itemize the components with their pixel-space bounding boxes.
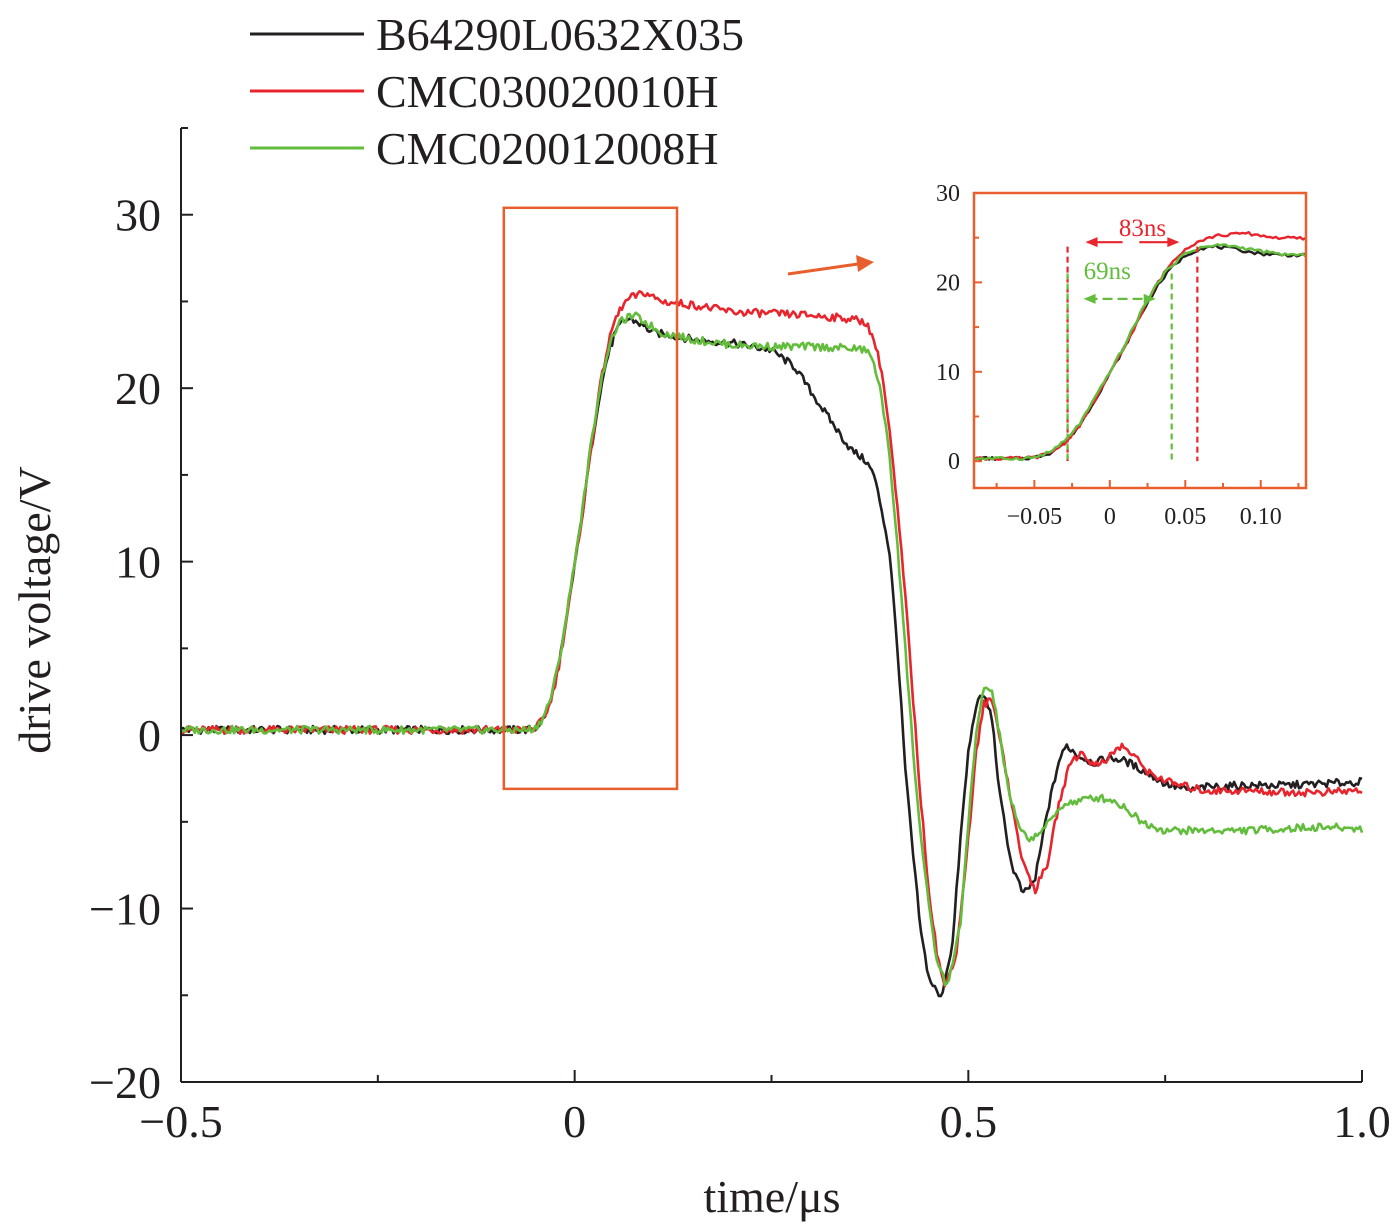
annotation-arrowhead-right-1 [1167,237,1180,248]
x-tick-label: 1.0 [1333,1096,1391,1147]
legend-label-1: B64290L0632X035 [376,9,744,60]
legend: B64290L0632X035 CMC030020010H CMC020012008… [250,9,744,174]
y-tick-label: 20 [115,363,161,414]
zoom-rectangle [502,206,679,791]
annotation-arrowhead-left-1 [1085,237,1098,248]
main-series [179,290,1364,998]
inset-series-line-1 [974,244,1306,462]
y-tick-label: 30 [115,190,161,241]
inset-series-line-3 [974,243,1306,462]
x-axis-title: time/μs [703,1171,840,1222]
y-tick-label: −20 [89,1057,161,1108]
series-line-3 [180,311,1364,987]
inset-y-tick-label: 0 [948,449,960,475]
inset-y-tick-label: 10 [936,360,960,386]
inset-y-tick-label: 20 [936,270,960,296]
series-line-2 [180,290,1363,988]
zoom-arrow-shaft [787,262,859,276]
zoom-region-box [502,206,874,791]
inset-x-tick-label: 0.05 [1164,504,1206,530]
annotation-label-1: 83ns [1119,215,1166,242]
zoom-arrow-head [856,255,874,272]
x-tick-label: 0 [563,1096,586,1147]
inset-series-line-2 [974,231,1306,462]
y-axis-title: drive voltage/V [9,466,60,753]
inset-frame [972,191,1308,490]
legend-label-2: CMC030020010H [376,66,718,117]
inset-plot: 0 10 20 30 −0.05 0 0.05 0.10 83ns 69ns [936,181,1308,530]
inset-annotations: 83ns 69ns [1066,215,1199,462]
inset-x-tick-label: 0 [1104,504,1116,530]
inset-x-tick-label: 0.10 [1240,504,1282,530]
x-tick-label: −0.5 [139,1096,222,1147]
y-tick-label: −10 [89,884,161,935]
main-axes: −20 −10 0 10 20 30 −0.5 0 0.5 1.0 [89,127,1391,1147]
y-tick-label: 10 [115,537,161,588]
series-line-1 [179,316,1363,998]
annotation-label-2: 69ns [1084,258,1131,285]
inset-axes: 0 10 20 30 −0.05 0 0.05 0.10 [936,181,1308,530]
inset-series [974,231,1306,462]
y-tick-label: 0 [138,710,161,761]
x-tick-label: 0.5 [940,1096,998,1147]
annotation-arrowhead-right-2 [1143,293,1156,304]
inset-y-tick-label: 30 [936,181,960,207]
annotation-arrowhead-left-2 [1083,293,1096,304]
inset-x-tick-label: −0.05 [1007,504,1063,530]
legend-label-3: CMC020012008H [376,123,718,174]
